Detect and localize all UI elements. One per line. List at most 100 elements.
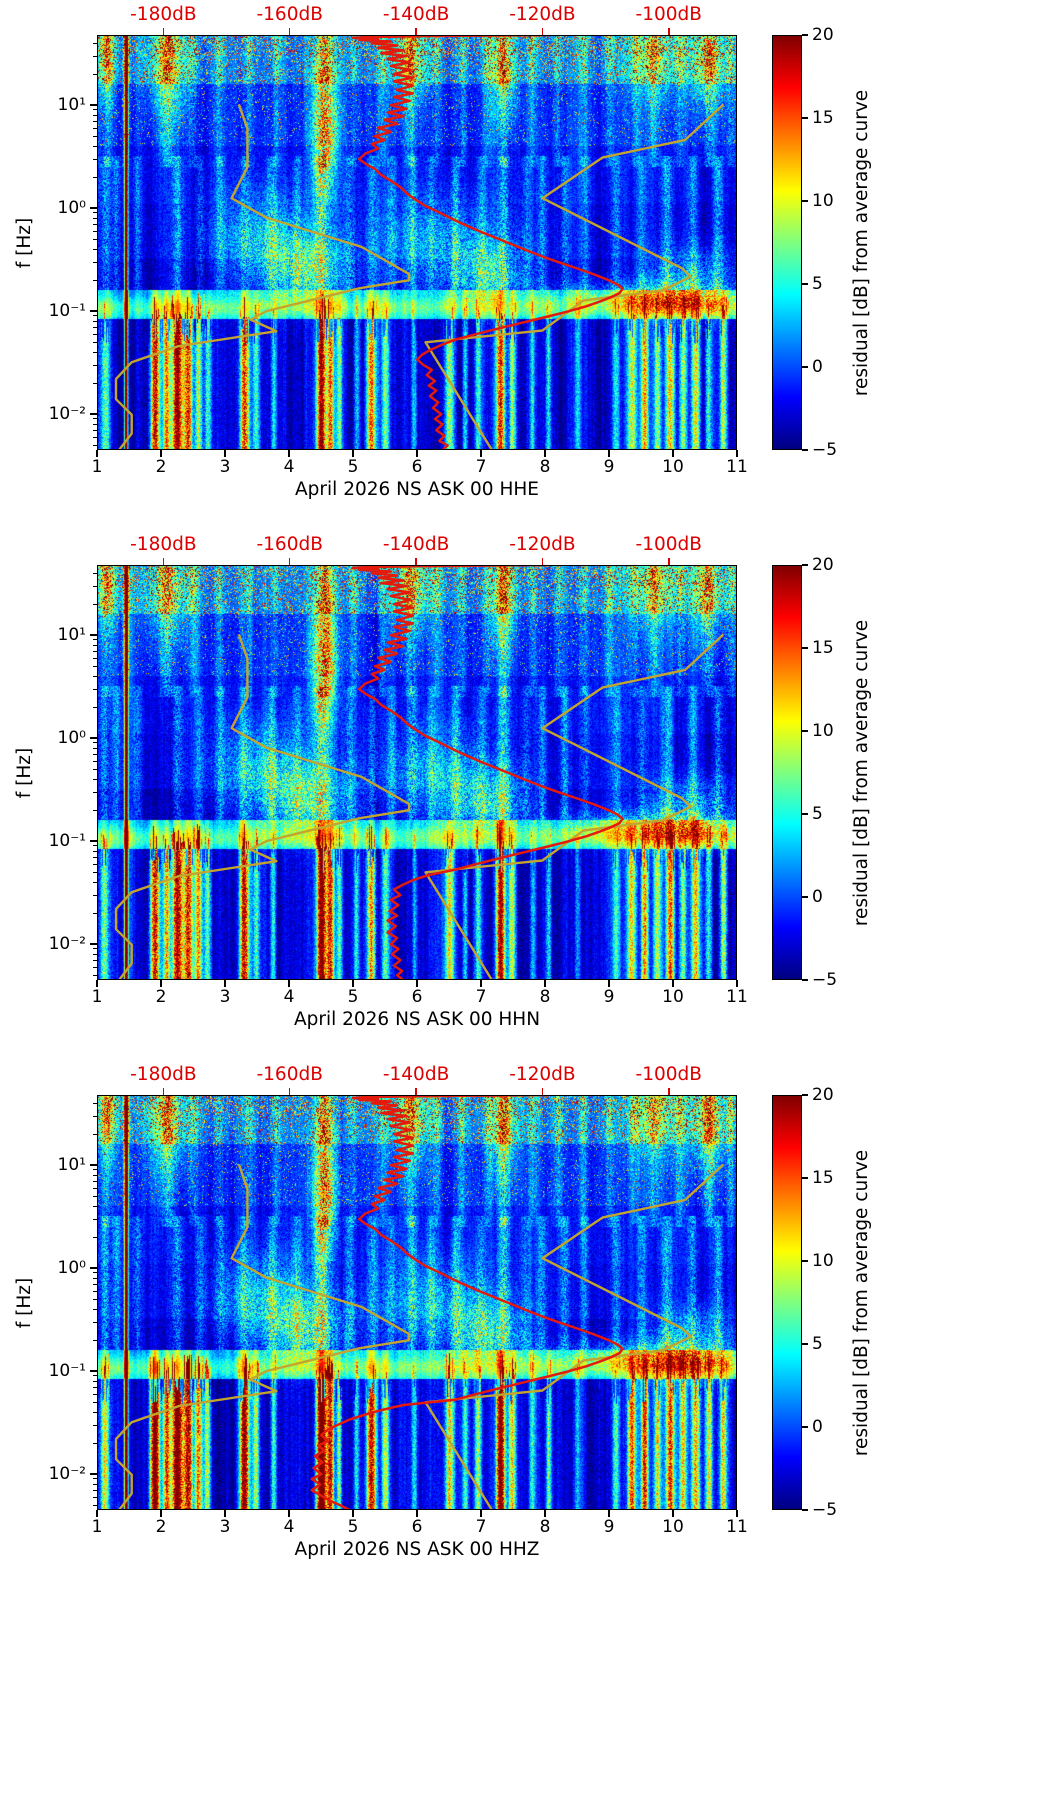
cb-tick — [802, 896, 808, 898]
y-minor-tick — [93, 1283, 97, 1285]
panel-hhn: -180dB -160dB -140dB -120dB -100dB 1 2 3 4 5 6 7 8 9 1… — [0, 530, 1052, 1060]
y-tick — [90, 1473, 97, 1476]
x-tick-label: 3 — [219, 1517, 231, 1537]
top-tick — [541, 558, 544, 565]
y-minor-tick — [93, 176, 97, 178]
x-tick — [160, 980, 162, 987]
top-tick — [541, 28, 544, 35]
y-axis-label: f [Hz] — [14, 217, 35, 268]
y-minor-tick — [93, 894, 97, 896]
top-tick — [667, 558, 670, 565]
top-tick-label: -140dB — [382, 4, 450, 25]
y-minor-tick — [93, 1483, 97, 1485]
y-minor-tick — [93, 706, 97, 708]
x-tick-label: 6 — [411, 987, 423, 1007]
cb-tick-label: 5 — [812, 273, 823, 294]
top-tick — [162, 28, 165, 35]
y-tick-label: 10⁻¹ — [48, 300, 86, 321]
x-tick — [736, 1510, 738, 1517]
y-minor-tick — [93, 863, 97, 865]
y-minor-tick — [93, 315, 97, 317]
y-minor-tick — [93, 55, 97, 57]
y-tick-label: 10⁻² — [48, 403, 86, 424]
model-low-curve — [114, 633, 411, 980]
y-minor-tick — [93, 238, 97, 240]
x-tick-label: 9 — [603, 987, 615, 1007]
x-tick — [352, 1510, 354, 1517]
y-minor-tick — [93, 1277, 97, 1279]
cb-tick-label: −5 — [812, 439, 838, 460]
x-tick-label: 3 — [219, 987, 231, 1007]
y-tick — [90, 1164, 97, 1166]
x-tick-label: 5 — [347, 457, 359, 477]
x-tick-label: 8 — [539, 1517, 551, 1537]
y-minor-tick — [93, 1187, 97, 1189]
y-axis-label: f [Hz] — [14, 747, 35, 798]
x-tick — [480, 1510, 482, 1517]
colorbar-label: residual [dB] from average curve — [851, 619, 872, 926]
x-tick — [608, 1510, 610, 1517]
y-tick — [90, 1370, 97, 1373]
y-minor-tick — [93, 871, 97, 873]
y-tick — [90, 1267, 97, 1269]
colorbar-label: residual [dB] from average curve — [851, 89, 872, 396]
top-tick-label: -160dB — [256, 534, 323, 555]
y-minor-tick — [93, 42, 97, 44]
y-minor-tick — [93, 279, 97, 281]
top-tick-label: -100dB — [635, 1064, 702, 1085]
y-minor-tick — [93, 333, 97, 335]
y-minor-tick — [93, 742, 97, 744]
y-tick-label: 10⁻² — [48, 1463, 86, 1484]
cb-tick — [802, 564, 808, 566]
y-minor-tick — [93, 1339, 97, 1341]
y-minor-tick — [93, 639, 97, 641]
x-tick — [608, 980, 610, 987]
y-tick-label: 10⁰ — [57, 1257, 86, 1278]
x-tick-label: 6 — [411, 457, 423, 477]
overlay-curves-hhe — [114, 35, 724, 450]
y-minor-tick — [93, 1393, 97, 1395]
y-minor-tick — [93, 768, 97, 770]
y-minor-tick — [93, 341, 97, 343]
x-tick — [96, 1510, 98, 1517]
top-tick — [667, 1088, 670, 1095]
top-tick-label: -180dB — [130, 534, 197, 555]
top-tick-label: -100dB — [635, 534, 702, 555]
cb-tick — [802, 200, 808, 202]
y-minor-tick — [93, 423, 97, 425]
top-tick — [415, 28, 417, 35]
y-minor-tick — [93, 145, 97, 147]
y-minor-tick — [93, 850, 97, 852]
y-minor-tick — [93, 114, 97, 116]
x-tick-label: 10 — [662, 457, 684, 477]
cb-tick-label: 10 — [812, 1250, 834, 1271]
y-minor-tick — [93, 326, 97, 328]
cb-tick-label: 20 — [812, 24, 834, 45]
y-tick — [90, 943, 97, 946]
x-tick-label: 7 — [475, 457, 487, 477]
cb-tick — [802, 34, 808, 36]
mean-psd-curve — [310, 1095, 624, 1510]
overlay-curves-hhn — [114, 565, 724, 980]
top-tick — [162, 558, 165, 565]
cb-tick-label: 20 — [812, 554, 834, 575]
y-tick-label: 10¹ — [57, 1154, 86, 1175]
cb-tick — [802, 366, 808, 368]
cb-tick — [802, 117, 808, 119]
y-minor-tick — [93, 966, 97, 968]
mean-psd-curve — [351, 565, 624, 980]
model-high-curve — [424, 633, 724, 980]
x-tick-label: 11 — [726, 1517, 748, 1537]
cb-tick — [802, 979, 808, 981]
x-tick — [672, 450, 674, 457]
cb-tick-label: −5 — [812, 969, 838, 990]
y-minor-tick — [93, 585, 97, 587]
y-minor-tick — [93, 650, 97, 652]
y-minor-tick — [93, 1386, 97, 1388]
y-tick — [90, 634, 97, 636]
x-tick-label: 10 — [662, 987, 684, 1007]
y-tick-label: 10¹ — [57, 624, 86, 645]
mean-psd-curve — [351, 35, 624, 450]
overlay-curves-hhz — [114, 1095, 724, 1510]
top-tick — [288, 28, 291, 35]
